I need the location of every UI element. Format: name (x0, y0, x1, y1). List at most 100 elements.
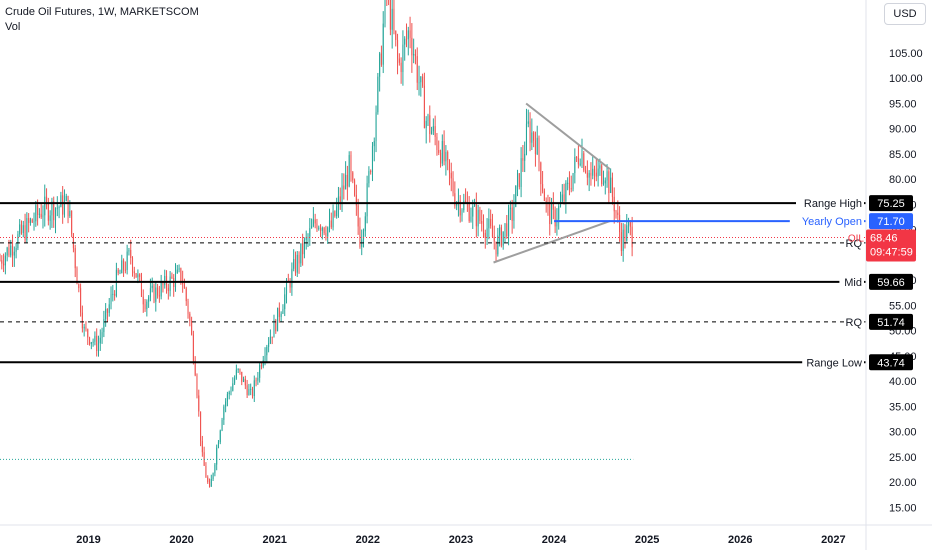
candle-body (456, 203, 458, 206)
candle-body (205, 465, 207, 478)
candle-body (219, 430, 221, 443)
level-value-text: 59.66 (877, 277, 905, 289)
candle-body (216, 447, 218, 465)
candle-body (198, 395, 200, 412)
level-value-text: 43.74 (877, 357, 905, 369)
candle-body (364, 216, 366, 232)
level-label-bg (845, 235, 864, 250)
candle-body (420, 76, 422, 83)
currency-button[interactable]: USD (884, 3, 926, 25)
level-label-bg (789, 214, 864, 229)
candle-body (300, 243, 302, 264)
level-label-bg (839, 274, 864, 289)
candle-body (404, 38, 406, 45)
candle-body (96, 335, 98, 351)
candle-body (110, 294, 112, 305)
candle-body (332, 211, 334, 228)
candle-body (90, 342, 92, 345)
candle-body (264, 355, 266, 361)
candle-body (445, 152, 447, 162)
candle-body (357, 205, 359, 227)
candle-body (348, 155, 350, 187)
candle-body (144, 304, 146, 310)
candle-body (10, 245, 12, 256)
candle-body (506, 223, 508, 237)
candle-body (22, 225, 24, 233)
candle-body (629, 222, 631, 227)
candle-body (556, 219, 558, 227)
candle-body (176, 269, 178, 274)
candle-body (212, 473, 214, 479)
candle-body (4, 255, 6, 266)
level-lines-layer (0, 102, 866, 460)
y-tick-label: 35.00 (889, 401, 917, 413)
level-label-bg (796, 196, 864, 211)
candle-body (350, 155, 352, 173)
candle-body (339, 196, 341, 203)
candle-body (293, 259, 295, 269)
candle-body (617, 212, 619, 215)
candle-body (447, 152, 449, 161)
candle-body (592, 168, 594, 176)
candle-body (608, 171, 610, 194)
candle-body (123, 260, 125, 270)
candle-body (513, 206, 515, 221)
candle-body (599, 165, 601, 169)
x-tick-label: 2019 (76, 534, 100, 546)
candle-body (78, 284, 80, 289)
candle-body (11, 245, 14, 256)
candle-body (108, 304, 110, 313)
candle-body (619, 214, 621, 233)
candle-body (525, 123, 528, 154)
candle-body (427, 115, 429, 121)
candle-body (488, 218, 490, 229)
candle-body (595, 172, 597, 177)
candle-body (355, 195, 357, 206)
candle-body (561, 194, 563, 202)
candle-body (536, 137, 538, 155)
y-tick-label: 20.00 (889, 477, 917, 489)
candle-body (201, 441, 203, 453)
candle-body (490, 218, 492, 226)
candle-body (200, 411, 202, 442)
candle-body (94, 335, 96, 342)
chart-title: Crude Oil Futures, 1W, MARKETSCOM (5, 6, 199, 18)
candle-body (337, 196, 339, 207)
level-label-text: Yearly Open (802, 216, 862, 228)
candle-body (38, 213, 40, 215)
candle-body (622, 229, 624, 252)
y-tick-label: 40.00 (889, 376, 917, 388)
candle-body (142, 296, 144, 305)
candle-body (504, 223, 506, 232)
candle-body (529, 121, 531, 143)
candle-body (239, 368, 241, 372)
candle-body (533, 132, 535, 141)
candle-body (105, 308, 107, 320)
candle-body (260, 365, 262, 367)
candle-body (262, 360, 264, 367)
x-tick-label: 2027 (821, 534, 845, 546)
level-label-text: RQ (846, 317, 863, 329)
candle-body (253, 380, 255, 397)
level-label-text: Range Low (806, 357, 862, 369)
candle-body (278, 307, 280, 317)
candle-body (266, 346, 268, 356)
candle-body (515, 185, 517, 207)
candle-body (158, 295, 160, 297)
candle-body (416, 56, 418, 83)
level-label-bg (845, 314, 864, 329)
candle-layer (0, 0, 633, 488)
candle-body (382, 23, 384, 65)
candle-body (54, 208, 57, 221)
candle-body (531, 132, 533, 143)
y-tick-label: 105.00 (889, 48, 923, 60)
candle-body (0, 259, 1, 261)
candle-body (405, 38, 408, 40)
candle-body (518, 173, 520, 187)
candle-body (551, 203, 553, 224)
candle-body (275, 320, 277, 332)
candle-body (425, 120, 427, 129)
candle-body (563, 194, 565, 201)
